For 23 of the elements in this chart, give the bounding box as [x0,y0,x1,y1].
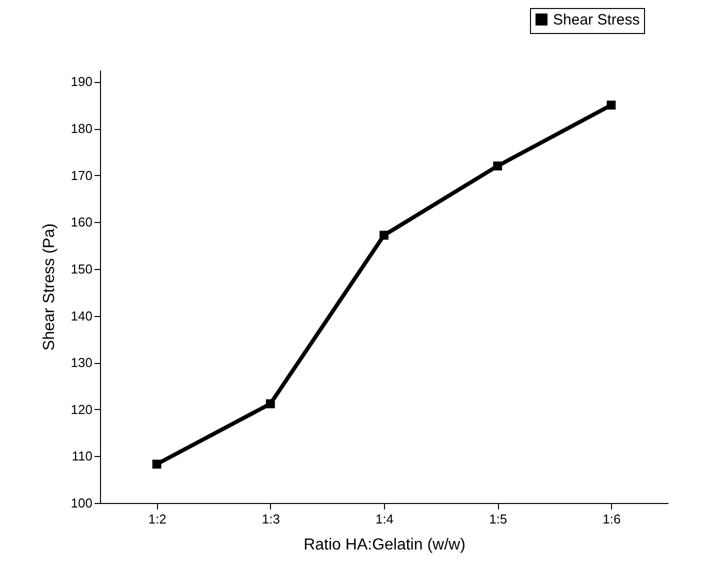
x-tick-label: 1:4 [375,512,394,526]
y-tick-label: 190 [70,74,92,90]
y-tick-label: 100 [70,496,92,510]
y-axis-title: Shear Stress (Pa) [40,223,58,351]
y-tick-label: 140 [70,308,92,324]
point [380,230,388,240]
y-tick-label: 180 [70,121,92,136]
point [266,399,275,408]
x-tick-label: 1:3 [262,512,280,526]
y-tick-label: 150 [70,261,92,276]
point [152,460,162,469]
point [606,100,616,110]
x-tick-label: 1:5 [489,512,508,526]
y-tick-label: 130 [70,355,92,370]
x-axis-title: Ratio HA:Gelatin (w/w) [304,536,466,554]
y-tick-label: 170 [70,168,92,183]
x-tick-label: 1:2 [148,512,166,526]
legend-label: Shear Stress [553,12,640,28]
y-tick-label: 120 [70,402,92,417]
y-tick-label: 160 [70,214,92,230]
point [493,161,502,170]
y-tick-label: 110 [72,448,92,464]
x-tick-label: 1:6 [602,512,621,526]
